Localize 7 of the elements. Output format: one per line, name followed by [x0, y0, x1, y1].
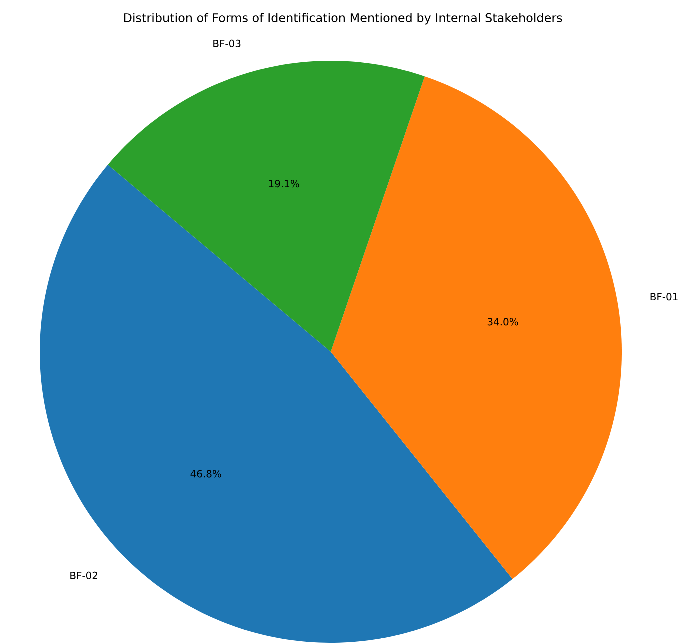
data-label: 46.8%: [190, 470, 222, 478]
slice-label: BF-03: [214, 40, 241, 48]
slice-label: BF-02: [70, 572, 98, 580]
data-label: 34.0%: [488, 318, 518, 326]
data-label: 19.1%: [269, 180, 300, 188]
slice-label: BF-01: [650, 293, 678, 301]
chart-title: Distribution of Forms of Identification Mentioned by Internal Stakeholders: [124, 13, 562, 25]
